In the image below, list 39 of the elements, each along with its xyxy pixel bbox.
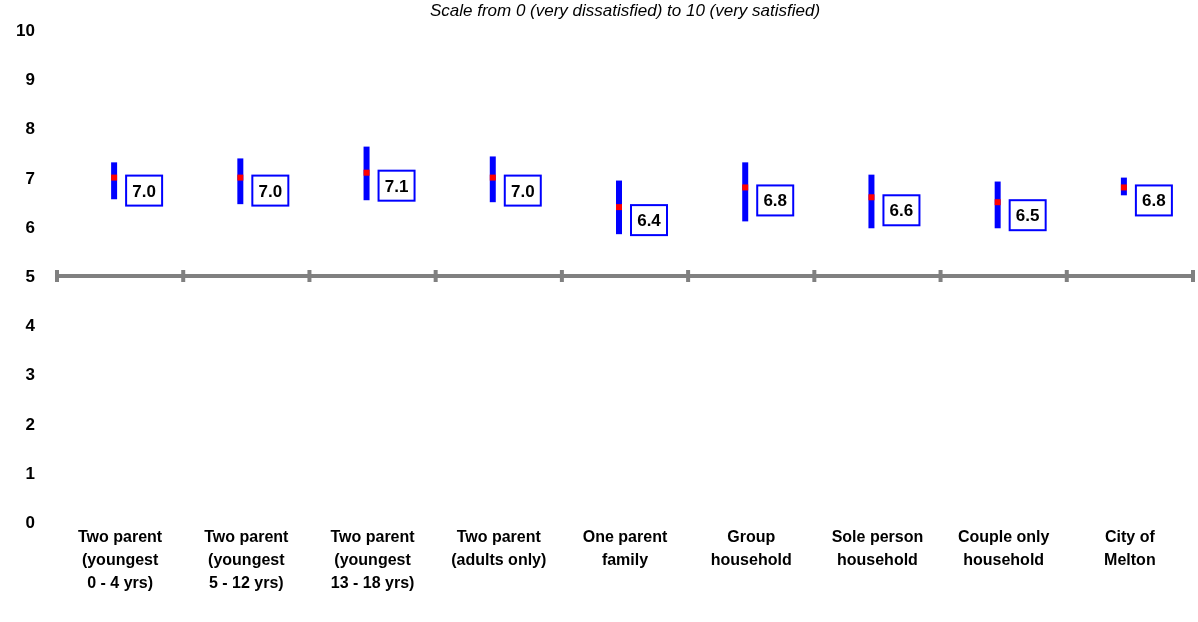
y-tick-label: 9 [25, 70, 35, 90]
x-tick-label: One parent family [582, 528, 668, 568]
data-label: 6.5 [1015, 206, 1040, 226]
data-label: 7.0 [510, 181, 535, 201]
y-tick-label: 6 [25, 217, 35, 237]
y-tick-label: 1 [25, 463, 35, 483]
x-tick-label: Two parent (youngest 13 - 18 yrs) [330, 528, 416, 591]
x-tick-label: Group household [710, 528, 792, 568]
point [616, 204, 622, 211]
data-label: 7.0 [132, 181, 156, 201]
chart-subtitle: Scale from 0 (very dissatisfied) to 10 (very satisfied) [429, 1, 821, 20]
y-tick-label: 3 [25, 365, 35, 385]
data-label: 6.6 [889, 201, 914, 221]
x-tick-label: Two parent (youngest 0 - 4 yrs) [78, 528, 163, 591]
y-tick-label: 0 [25, 512, 35, 532]
y-tick-label: 7 [25, 168, 35, 188]
y-tick-label: 4 [25, 316, 36, 336]
x-tick-label: Couple only household [957, 528, 1050, 568]
data-label: 6.8 [763, 191, 788, 211]
point [994, 199, 1001, 206]
y-tick-label: 8 [25, 119, 35, 139]
point [111, 174, 118, 181]
point [363, 169, 370, 176]
y-tick-label: 5 [25, 266, 35, 286]
data-label: 6.4 [637, 211, 662, 231]
point [237, 174, 244, 181]
y-tick-label: 2 [25, 414, 35, 434]
x-tick-label: Two parent (youngest 5 - 12 yrs) [204, 528, 290, 591]
x-tick-label: City of Melton [1104, 528, 1156, 568]
data-label: 7.1 [384, 176, 409, 196]
data-label: 6.8 [1142, 191, 1166, 211]
point [742, 184, 749, 191]
point [868, 194, 875, 201]
point [1120, 184, 1127, 191]
y-tick-label: 10 [16, 20, 35, 40]
x-tick-label: Two parent (adults only) [451, 528, 547, 568]
x-tick-label: Sole person household [831, 528, 924, 568]
data-label: 7.0 [258, 181, 283, 201]
point [489, 174, 496, 181]
